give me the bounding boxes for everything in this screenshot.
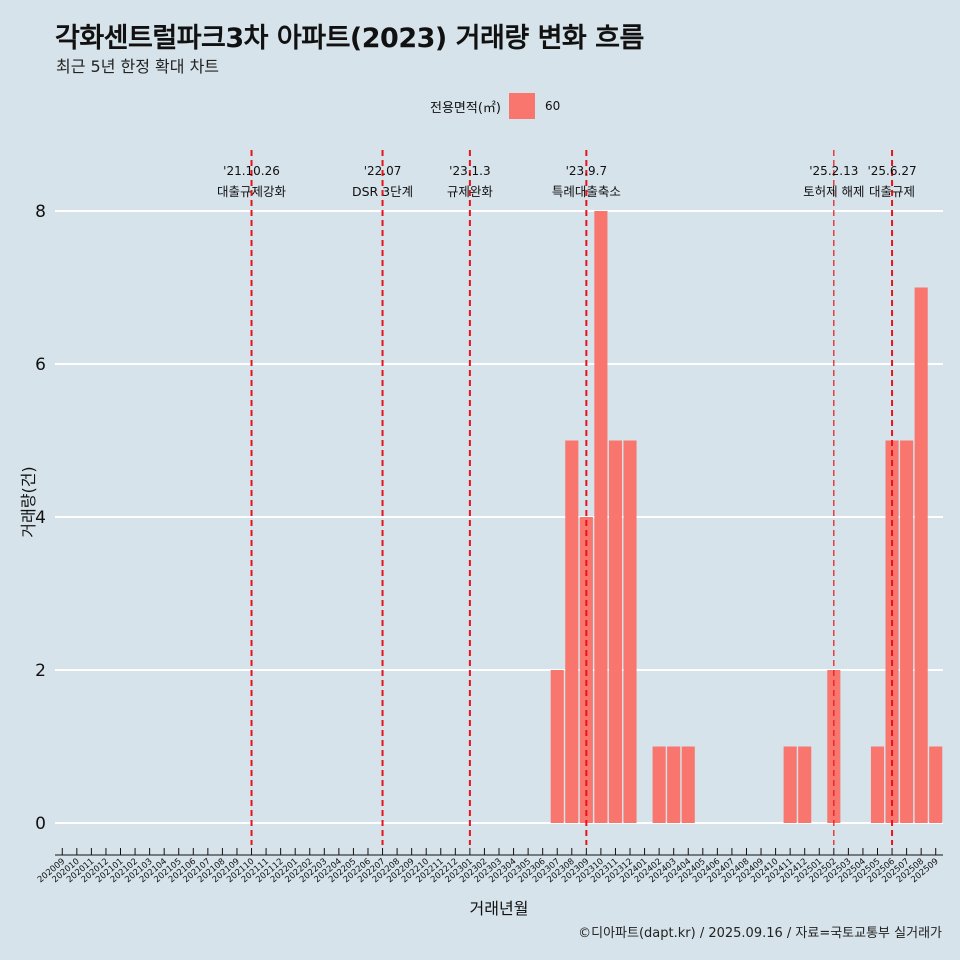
event-date-label: '21.10.26 [223,164,280,178]
legend-title: 전용면적(㎡) [430,100,501,116]
bar [565,440,579,823]
chart-subtitle: 최근 5년 한정 확대 차트 [56,57,220,76]
bar [550,670,564,823]
bar [667,746,681,823]
event-label: 특례대출축소 [552,184,621,199]
bar [623,440,637,823]
bar [681,746,695,823]
event-date-label: '23.1.3 [449,164,490,178]
event-date-label: '22.07 [364,164,402,178]
event-date-label: '25.2.13 [809,164,858,178]
y-axis-title: 거래량(건) [19,466,38,537]
legend-swatch [508,93,535,119]
bar [594,211,608,823]
chart-title: 각화센트럴파크3차 아파트(2023) 거래량 변화 흐름 [55,23,644,54]
event-label: 대출규제강화 [217,184,287,199]
event-date-label: '25.6.27 [867,164,916,178]
x-axis-title: 거래년월 [470,899,529,918]
bar [652,746,666,823]
bar [608,440,623,823]
y-tick-label: 2 [35,661,46,681]
bar [783,746,797,823]
bar [827,670,841,823]
bar [900,440,914,823]
bar [914,287,928,823]
y-tick-label: 8 [35,202,46,222]
y-tick-label: 6 [35,355,46,375]
event-label: 토허제 해제 [803,184,864,199]
legend: 전용면적(㎡) 60 [430,93,560,119]
y-tick-label: 4 [35,508,46,528]
bar [798,746,812,823]
event-date-label: '23.9.7 [566,164,607,178]
y-tick-label: 0 [35,814,46,834]
bar [929,746,943,823]
event-label: DSR 3단계 [352,184,413,199]
event-label: 대출규제 [869,184,915,199]
event-label: 규제완화 [447,184,494,199]
bar [870,746,885,823]
legend-label: 60 [544,99,561,113]
source-caption: ©디아파트(dapt.kr) / 2025.09.16 / 자료=국토교통부 실… [578,926,942,941]
